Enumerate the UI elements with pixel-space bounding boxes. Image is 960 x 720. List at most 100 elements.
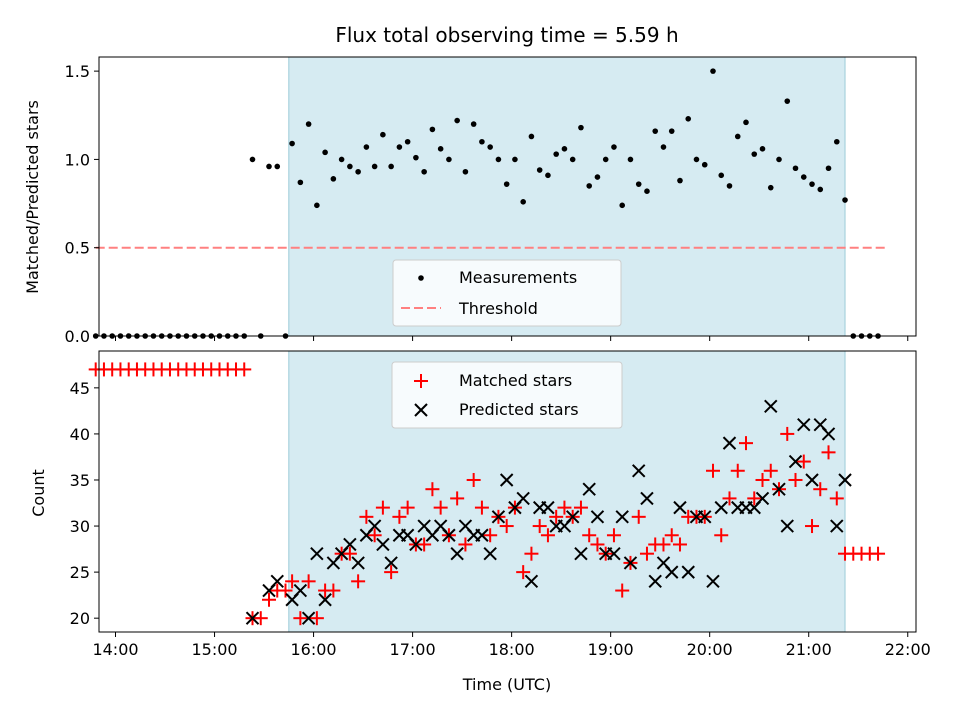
matched-star-point <box>516 565 531 580</box>
predicted-star-point <box>755 491 770 506</box>
bottom-y-ticks: 20 25 30 35 40 45 <box>70 379 99 628</box>
measurement-point <box>767 184 774 191</box>
top-y-tick-label: 1.5 <box>65 62 90 81</box>
measurement-point <box>421 168 427 175</box>
predicted-star-point <box>673 500 687 515</box>
measurement-point <box>322 149 328 156</box>
matched-star-point <box>747 491 762 506</box>
matched-star-point <box>425 482 440 497</box>
measurement-point <box>776 156 782 163</box>
measurement-point <box>388 163 394 170</box>
bottom-y-tick-label: 35 <box>70 471 90 490</box>
matched-star-point <box>309 611 324 626</box>
matched-star-point <box>871 546 886 561</box>
predicted-star-point <box>681 565 695 579</box>
bottom-y-tick-label: 20 <box>70 609 90 628</box>
x-tick-label: 20:00 <box>687 640 733 659</box>
matched-star-point <box>763 463 778 478</box>
matched-star-point <box>672 537 687 552</box>
x-axis-label: Time (UTC) <box>462 675 551 694</box>
matched-star-point <box>788 472 803 487</box>
matched-star-point <box>664 528 679 543</box>
measurement-point <box>404 138 411 145</box>
x-tick-label: 21:00 <box>786 640 832 659</box>
measurement-point <box>619 202 626 209</box>
predicted-star-point <box>648 574 662 589</box>
predicted-star-point <box>270 574 284 589</box>
x-tick-label: 22:00 <box>885 640 931 659</box>
measurement-point <box>487 144 493 150</box>
matched-star-point <box>450 491 465 506</box>
matched-star-point <box>483 528 498 543</box>
matched-star-point <box>606 528 621 543</box>
measurement-point <box>569 156 576 163</box>
predicted-star-point <box>623 556 638 570</box>
matched-star-point <box>549 509 564 524</box>
top-y-tick-label: 1.0 <box>65 150 90 169</box>
measurement-point <box>429 126 436 133</box>
measurement-point <box>503 181 510 187</box>
matched-star-point <box>326 583 341 598</box>
predicted-star-point <box>582 482 596 496</box>
matched-star-point <box>237 362 252 377</box>
measurement-point <box>495 156 502 163</box>
x-tick-label: 14:00 <box>92 640 138 659</box>
measurement-point <box>668 128 675 134</box>
matched-star-point <box>293 611 308 626</box>
measurement-point <box>627 156 634 163</box>
predicted-star-point <box>450 546 464 561</box>
bottom-y-axis-label: Count <box>29 469 48 517</box>
matched-star-point <box>615 583 630 598</box>
predicted-star-point <box>301 611 316 625</box>
measurement-point <box>677 177 683 184</box>
measurement-point <box>512 156 518 163</box>
matched-star-point <box>656 537 671 552</box>
predicted-star-point <box>714 500 728 515</box>
matched-star-point <box>705 463 720 478</box>
predicted-star-point <box>830 519 844 533</box>
top-x-ticks <box>115 336 909 341</box>
predicted-star-point <box>343 537 357 552</box>
bottom-panel: 20 25 30 35 40 45 14:00 15:00 16:00 17:00 18:00 19… <box>29 350 931 694</box>
measurement-point <box>536 167 543 173</box>
predicted-star-point <box>788 454 803 469</box>
measurement-point <box>274 163 281 170</box>
measurement-point <box>479 138 485 145</box>
matched-star-point <box>821 445 836 460</box>
matched-star-point <box>466 472 481 487</box>
matched-star-point <box>278 583 293 598</box>
bottom-x-ticks: 14:00 15:00 16:00 17:00 18:00 19:00 20:00 21:00… <box>92 632 931 659</box>
matched-star-point <box>722 491 737 506</box>
measurement-point <box>289 140 295 147</box>
matched-star-point <box>262 592 277 607</box>
measurement-point <box>652 128 659 134</box>
measurement-point <box>718 172 725 179</box>
matched-star-point <box>780 426 795 441</box>
bottom-y-tick-label: 40 <box>70 425 90 444</box>
measurement-point <box>693 156 700 163</box>
measurement-point <box>759 146 766 152</box>
measurement-point <box>825 165 832 172</box>
top-axes-frame <box>98 56 917 337</box>
measurement-point <box>685 116 692 122</box>
matched-star-point <box>714 528 729 543</box>
measurement-point <box>594 174 601 180</box>
measurement-point <box>249 156 256 163</box>
matched-star-point <box>253 611 268 626</box>
matched-star-point <box>417 537 432 552</box>
x-tick-label: 19:00 <box>588 640 634 659</box>
predicted-star-point <box>574 546 588 561</box>
measurement-point <box>726 183 733 189</box>
predicted-star-point <box>665 565 679 579</box>
star-count-points <box>88 362 886 626</box>
bottom-axes-frame <box>98 350 917 633</box>
measurement-point <box>462 168 469 175</box>
predicted-star-point <box>821 427 836 441</box>
measurement-point <box>660 144 667 150</box>
measurement-point <box>355 168 361 175</box>
measurement-point <box>396 144 403 150</box>
measurement-point <box>751 151 758 157</box>
matched-star-point <box>738 436 753 451</box>
matched-star-point <box>359 509 374 524</box>
matched-star-point <box>829 491 844 506</box>
